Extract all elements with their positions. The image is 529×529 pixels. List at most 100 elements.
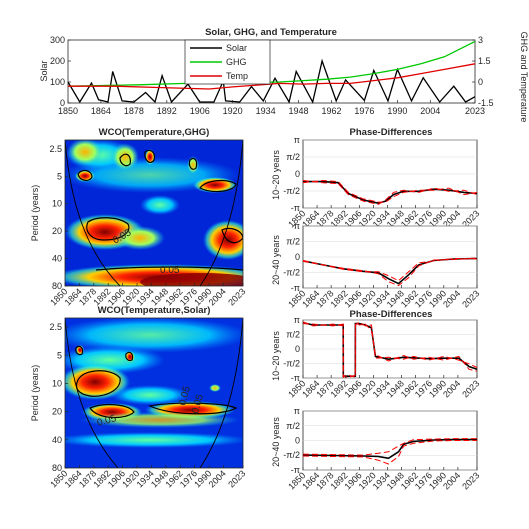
contour-label: 0.05 [96,413,118,429]
y-tick-label: -π [291,283,300,293]
y-tick-label: 2.5 [49,322,62,332]
y-tick-label: 20 [52,407,62,417]
contour [119,153,131,167]
phase-ylabel-1: 10~20 years [271,150,281,200]
heat-band [110,385,190,405]
y-tick-label: 5 [57,350,62,360]
contour [144,149,155,164]
y-tick-label: 2.5 [49,144,62,154]
wco-solar-frame [64,317,244,469]
legend-label-ghg: GHG [226,57,247,67]
contour [188,157,198,170]
top-x-ticks: 1850 1864 1878 1892 1906 1920 1934 1948 1962 1976… [58,100,485,116]
x-tick-label: 1850 [58,106,78,116]
contour [95,266,243,271]
x-tick-label: 2023 [226,286,247,307]
y-tick-label: 10 [52,378,62,388]
y-tick-label: 0 [478,77,483,87]
contour-label: 0.05 [160,265,180,276]
y-tick-label: 1.5 [478,56,491,66]
y-tick-label: -1.5 [478,98,494,108]
y-tick-label: π [294,406,300,416]
phase-line [302,438,477,460]
y-tick-label: π [294,135,300,145]
cone-of-influence [65,140,243,286]
phase-ylabel-3: 10~20 years [271,331,281,381]
phase-ylabel-4: 20~40 years [271,417,281,467]
wco-ghg-y-ticks: 2.5 5 10 20 40 80 [49,144,68,291]
contour-label: 0.05 [190,393,206,415]
contour-label: 0.05 [177,385,193,407]
x-tick-label: 1990 [387,106,407,116]
top-y-right-label: GHG and Temperature [519,32,529,123]
heat-band [140,195,180,215]
x-tick-label: 2004 [207,286,228,307]
y-tick-label: 300 [50,35,65,45]
x-tick-label: 2023 [465,106,485,116]
wco-solar-chart: 0.05 0.05 0.05 WCO(Temperature,Solar) Pe… [30,305,244,473]
y-tick-label: π [294,315,300,325]
heat-region [111,143,139,171]
wco-solar-ylabel: Period (years) [30,365,40,422]
top-chart-title: Solar, GHG, and Temperature [205,27,337,38]
y-tick-label: -π [291,203,300,213]
phase-panels: ππ/20-π/2-π18501864187818921906192019341… [283,135,481,492]
y-tick-label: -π/2 [283,358,300,368]
heat-region [140,273,243,286]
x-tick-label: 2004 [207,468,228,489]
top-chart: 1850 1864 1878 1892 1906 1920 1934 1948 1962 1976… [39,27,529,122]
contour [75,370,121,397]
phase-bound-line [302,179,478,203]
y-tick-label: 10 [52,199,62,209]
y-tick-label: -π/2 [283,186,300,196]
y-tick-label: -π [291,373,300,383]
heat-region [67,140,103,166]
phase-title-1: Phase-Differences [350,127,433,138]
contour [77,169,93,181]
y-tick-label: 20 [52,226,62,236]
phase-line [303,180,478,205]
phase-bound-line [302,257,478,287]
x-tick-label: 1920 [223,106,243,116]
y-tick-label: 40 [52,254,62,264]
top-y-left-label: Solar [39,60,49,81]
x-tick-label: 2023 [460,470,481,491]
y-tick-label: 80 [52,281,62,291]
phase-bound-line [302,440,477,465]
wco-ghg-heatmap [65,140,243,286]
x-tick-label: 1864 [91,106,111,116]
y-tick-label: 0 [295,169,300,179]
contour [75,345,84,356]
heat-band [65,318,243,353]
series-line-temp [68,63,476,90]
wco-ghg-chart: 0.05 0.05 WCO(Temperature,GHG) Period (y… [30,127,244,291]
x-tick-label: 1906 [190,106,210,116]
x-tick-label: 2023 [226,468,247,489]
contour [199,179,237,193]
y-tick-label: 0 [295,252,300,262]
y-tick-label: π/2 [286,152,300,162]
y-tick-label: 0 [295,344,300,354]
x-tick-labels: 1850186418781892190619201934194819621976… [48,283,247,490]
x-tick-label: 2023 [460,288,481,309]
cone-of-influence [65,318,243,468]
y-tick-label: π/2 [286,330,300,340]
contour [89,403,135,419]
phase-bound-line [302,321,478,379]
phase-bound-line [302,257,478,282]
contour [86,217,130,241]
wco-solar-title: WCO(Temperature,Solar) [98,305,211,316]
y-tick-label: π/2 [286,421,300,431]
y-tick-label: 80 [52,463,62,473]
top-legend: Solar GHG Temp [184,39,271,85]
top-plot-area [67,39,476,104]
heat-region [209,384,221,392]
y-tick-label: -π [291,465,300,475]
y-tick-label: 200 [50,56,65,66]
x-tick-label: 1892 [157,106,177,116]
wco-solar-y-ticks: 2.5 5 10 20 40 80 [49,322,68,473]
y-tick-label: 0 [60,98,65,108]
x-tick-label: 2023 [460,378,481,399]
phase-title-2: Phase-Differences [350,309,433,320]
